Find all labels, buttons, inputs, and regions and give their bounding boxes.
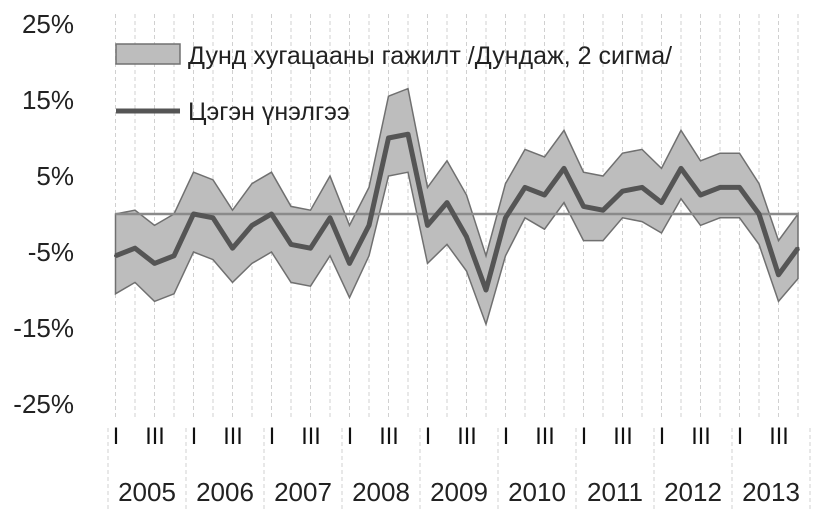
x-axis-year-labels: 2005 2006 2007 2008 2009 2010 2011 2012 2013 bbox=[118, 477, 800, 507]
point-estimate-point bbox=[679, 166, 683, 170]
quarter-label: III bbox=[457, 425, 476, 450]
quarter-label: I bbox=[347, 425, 354, 450]
quarter-label: I bbox=[425, 425, 432, 450]
quarter-label: I bbox=[191, 425, 198, 450]
point-estimate-point bbox=[309, 246, 312, 250]
point-estimate-point bbox=[484, 288, 488, 292]
legend-band-swatch bbox=[115, 43, 181, 65]
year-label: 2011 bbox=[587, 477, 643, 507]
point-estimate-point bbox=[211, 216, 215, 220]
legend-line-label: Цэгэн үнэлгээ bbox=[188, 98, 350, 126]
point-estimate-point bbox=[660, 201, 663, 205]
point-estimate-points bbox=[114, 132, 800, 292]
point-estimate-point bbox=[153, 261, 156, 265]
quarter-label: III bbox=[301, 425, 320, 450]
point-estimate-point bbox=[426, 223, 429, 227]
series-point-estimate-line bbox=[114, 131, 801, 293]
point-estimate-point bbox=[640, 185, 644, 189]
point-estimate-point bbox=[445, 201, 449, 205]
point-estimate-point bbox=[621, 189, 624, 193]
point-estimate-point bbox=[367, 223, 371, 227]
point-estimate-point bbox=[387, 136, 390, 140]
series-band-area bbox=[114, 87, 799, 327]
quarter-label: III bbox=[613, 425, 632, 450]
point-estimate-point bbox=[270, 212, 273, 216]
y-tick-label: 25% bbox=[22, 9, 74, 39]
y-axis-tick-labels: 25% 15% 5% -5% -15% -25% bbox=[13, 9, 74, 419]
year-label: 2007 bbox=[274, 477, 332, 507]
quarter-label: III bbox=[691, 425, 710, 450]
y-tick-label: 15% bbox=[22, 85, 74, 115]
quarter-label: III bbox=[379, 425, 398, 450]
legend: Дунд хугацааны гажилт /Дундаж, 2 сигма/ … bbox=[115, 42, 672, 126]
quarter-label: III bbox=[145, 425, 164, 450]
legend-band-label: Дунд хугацааны гажилт /Дундаж, 2 сигма/ bbox=[188, 42, 672, 70]
point-estimate-point bbox=[757, 212, 761, 216]
y-tick-label: -5% bbox=[28, 237, 74, 267]
point-estimate-point bbox=[328, 216, 332, 220]
year-label: 2005 bbox=[118, 477, 176, 507]
point-estimate-point bbox=[289, 242, 293, 246]
point-estimate-point bbox=[699, 193, 702, 197]
quarter-label: I bbox=[269, 425, 276, 450]
year-label: 2013 bbox=[742, 477, 800, 507]
quarter-label: I bbox=[113, 425, 120, 450]
quarter-label: III bbox=[223, 425, 242, 450]
point-estimate-point bbox=[250, 223, 254, 227]
year-label: 2012 bbox=[664, 477, 722, 507]
year-label: 2008 bbox=[352, 477, 410, 507]
quarter-label: I bbox=[581, 425, 588, 450]
point-estimate-point bbox=[796, 246, 800, 250]
x-axis-quarter-labels: I III I III I III I III I III I III I III I III I III bbox=[113, 425, 789, 450]
point-estimate-point bbox=[523, 185, 527, 189]
quarter-label: I bbox=[503, 425, 510, 450]
year-label: 2009 bbox=[430, 477, 488, 507]
quarter-label: III bbox=[535, 425, 554, 450]
point-estimate-point bbox=[406, 132, 410, 136]
quarter-label: I bbox=[659, 425, 666, 450]
point-estimate-point bbox=[504, 216, 507, 220]
point-estimate-point bbox=[718, 185, 722, 189]
year-label: 2006 bbox=[196, 477, 254, 507]
point-estimate-point bbox=[562, 166, 566, 170]
point-estimate-point bbox=[738, 185, 741, 189]
point-estimate-point bbox=[348, 261, 351, 265]
quarter-label: I bbox=[737, 425, 744, 450]
point-estimate-point bbox=[777, 273, 780, 277]
y-tick-label: 5% bbox=[36, 161, 74, 191]
point-estimate-point bbox=[192, 212, 195, 216]
point-estimate-point bbox=[133, 246, 137, 250]
point-estimate-point bbox=[114, 254, 117, 258]
y-tick-label: -15% bbox=[13, 313, 74, 343]
quarter-label: III bbox=[769, 425, 788, 450]
point-estimate-point bbox=[172, 254, 176, 258]
y-tick-label: -25% bbox=[13, 389, 74, 419]
point-estimate-point bbox=[601, 208, 605, 212]
point-estimate-point bbox=[231, 246, 234, 250]
year-label: 2010 bbox=[508, 477, 566, 507]
point-estimate-point bbox=[582, 204, 585, 208]
point-estimate-point bbox=[543, 193, 546, 197]
point-estimate-point bbox=[465, 235, 468, 239]
